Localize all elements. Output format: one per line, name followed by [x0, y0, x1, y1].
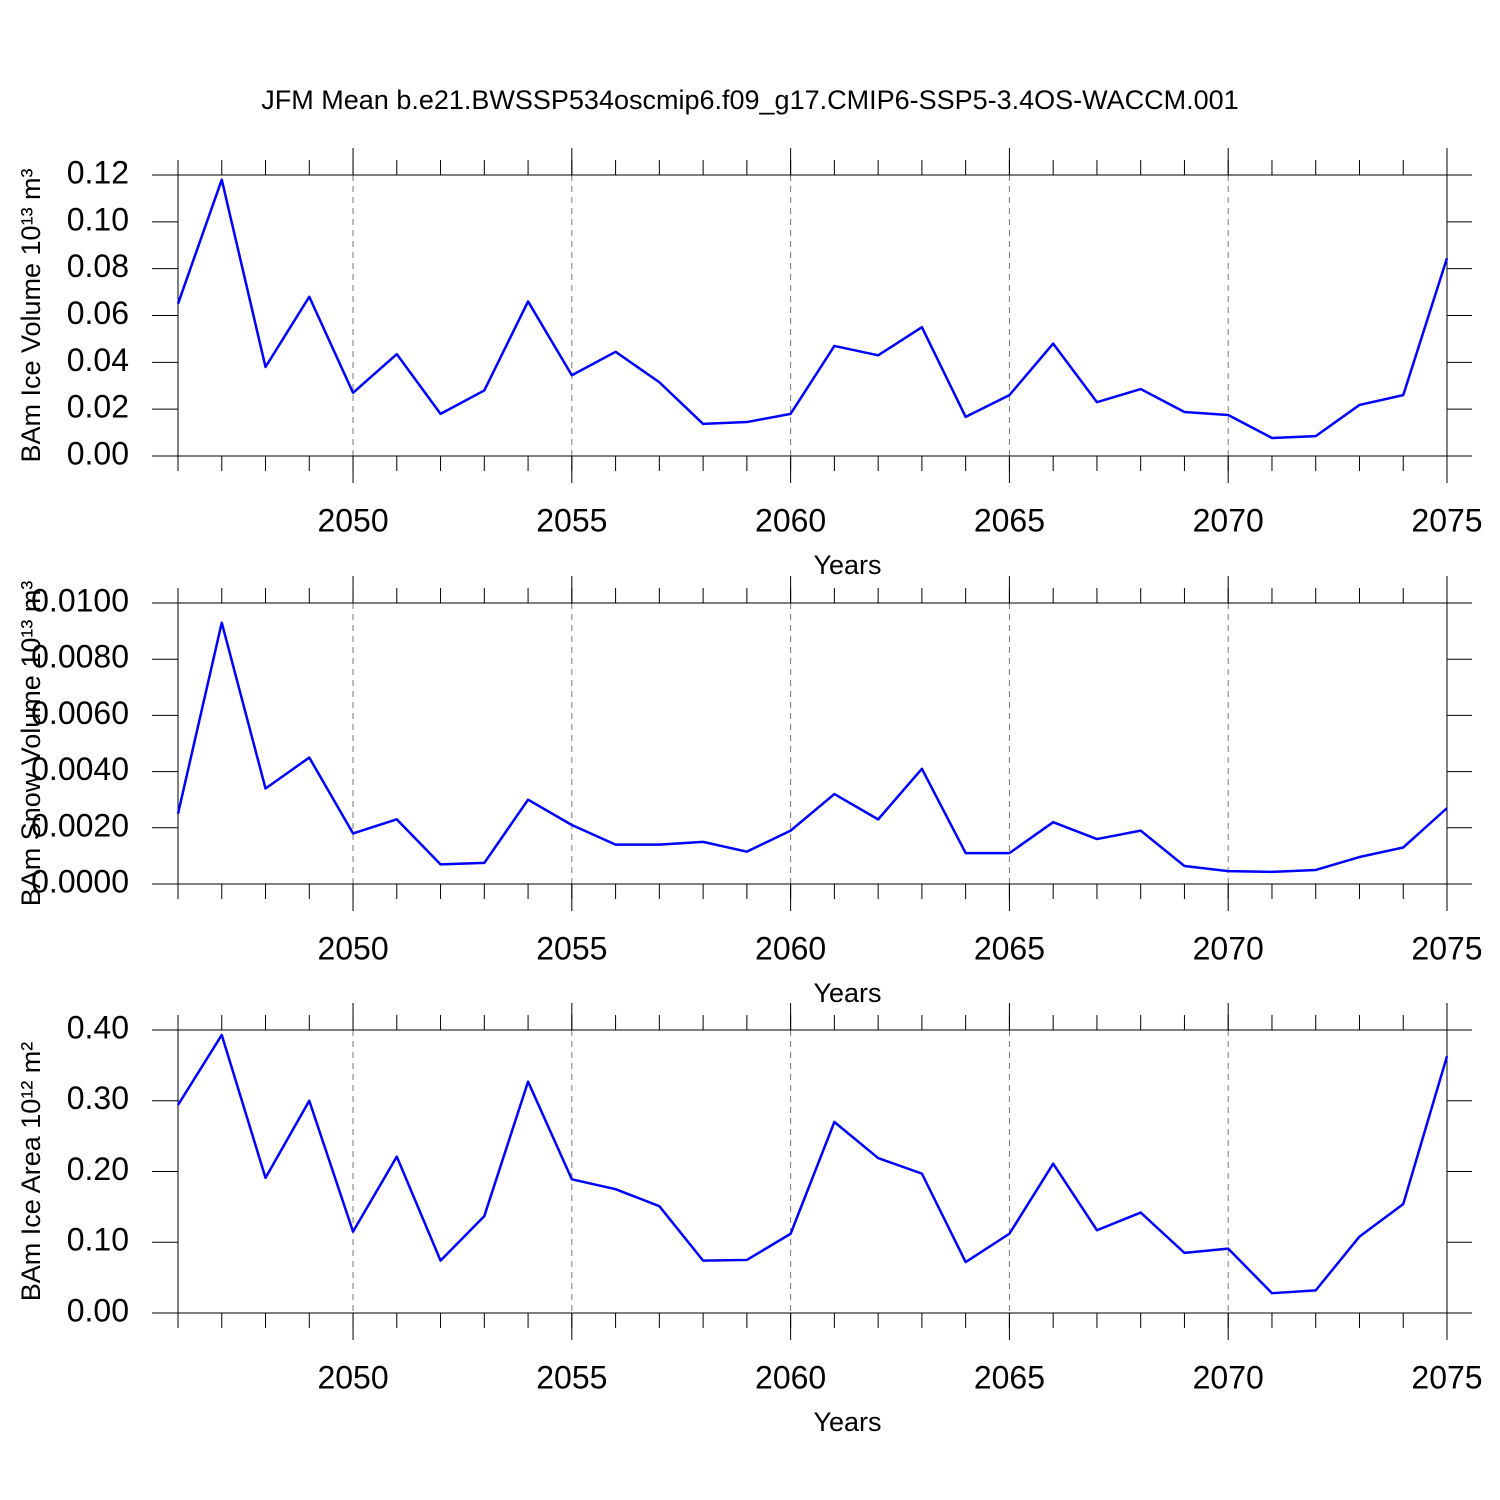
x-tick-label: 2055 — [536, 502, 607, 538]
data-line — [176, 621, 1448, 874]
x-tick-label: 2060 — [755, 930, 826, 966]
y-tick-label: 0.0060 — [31, 695, 129, 731]
data-line — [176, 178, 1449, 440]
plot-frame — [177, 1029, 1448, 1314]
y-tick-label: 0.00 — [67, 1292, 129, 1328]
x-tick-label: 2055 — [536, 930, 607, 966]
x-tick-label: 2050 — [317, 930, 388, 966]
x-tick-label: 2055 — [536, 1359, 607, 1395]
x-tick-label: 2060 — [755, 502, 826, 538]
y-tick-label: 0.0000 — [31, 863, 129, 899]
x-axis-label: Years — [813, 978, 881, 1008]
y-axis-label: BAm Ice Area 10¹² m² — [16, 1042, 46, 1302]
y-tick-label: 0.30 — [67, 1080, 129, 1116]
y-tick-label: 0.00 — [67, 435, 129, 471]
plot-frame — [177, 602, 1448, 885]
y-tick-label: 0.0100 — [31, 582, 129, 618]
y-tick-label: 0.10 — [67, 201, 129, 237]
y-tick-label: 0.40 — [67, 1009, 129, 1045]
y-tick-label: 0.0020 — [31, 807, 129, 843]
y-tick-label: 0.10 — [67, 1222, 129, 1258]
y-tick-label: 0.04 — [67, 342, 129, 378]
data-line — [176, 1033, 1449, 1295]
x-tick-label: 2050 — [317, 502, 388, 538]
y-tick-label: 0.20 — [67, 1151, 129, 1187]
y-tick-label: 0.12 — [67, 154, 129, 190]
x-tick-label: 2075 — [1411, 930, 1482, 966]
x-tick-label: 2070 — [1193, 1359, 1264, 1395]
y-tick-label: 0.08 — [67, 248, 129, 284]
y-tick-label: 0.06 — [67, 295, 129, 331]
x-tick-label: 2065 — [974, 930, 1045, 966]
x-axis-label: Years — [813, 550, 881, 580]
y-tick-label: 0.0040 — [31, 751, 129, 787]
x-tick-label: 2075 — [1411, 1359, 1482, 1395]
y-axis-label: BAm Ice Volume 10¹³ m³ — [16, 168, 46, 462]
x-tick-label: 2065 — [974, 502, 1045, 538]
chart-title: JFM Mean b.e21.BWSSP534oscmip6.f09_g17.C… — [261, 85, 1238, 115]
x-axis-label: Years — [813, 1407, 881, 1437]
y-tick-label: 0.0080 — [31, 639, 129, 675]
x-tick-label: 2070 — [1193, 502, 1264, 538]
x-tick-label: 2075 — [1411, 502, 1482, 538]
y-tick-label: 0.02 — [67, 389, 129, 425]
x-tick-label: 2070 — [1193, 930, 1264, 966]
y-axis-label: BAm Snow Volume 10¹³ m³ — [16, 581, 46, 907]
plot-frame — [177, 174, 1448, 457]
x-tick-label: 2050 — [317, 1359, 388, 1395]
x-tick-label: 2060 — [755, 1359, 826, 1395]
x-tick-label: 2065 — [974, 1359, 1045, 1395]
